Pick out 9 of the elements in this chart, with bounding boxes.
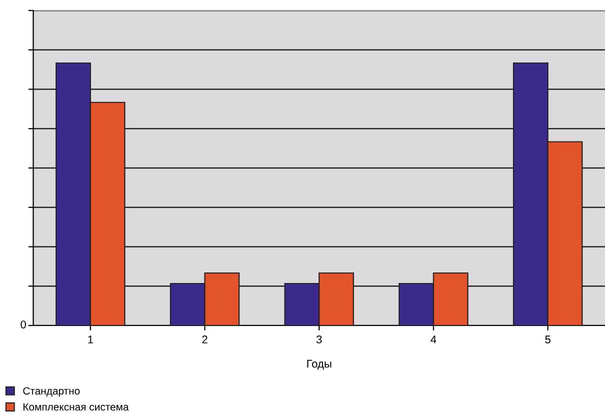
text: 0 <box>20 320 26 328</box>
legend-label: Стандартно <box>23 387 80 397</box>
x-tick-label: 5 <box>545 336 550 344</box>
x-tick-label: 2 <box>202 336 208 344</box>
x-axis-title: Годы <box>307 360 332 370</box>
legend-label: Комплексная система <box>24 403 129 411</box>
x-tick-label: 1 <box>88 336 93 344</box>
x-tick-label: 4 <box>430 336 436 344</box>
x-tick-label: 3 <box>316 336 322 344</box>
